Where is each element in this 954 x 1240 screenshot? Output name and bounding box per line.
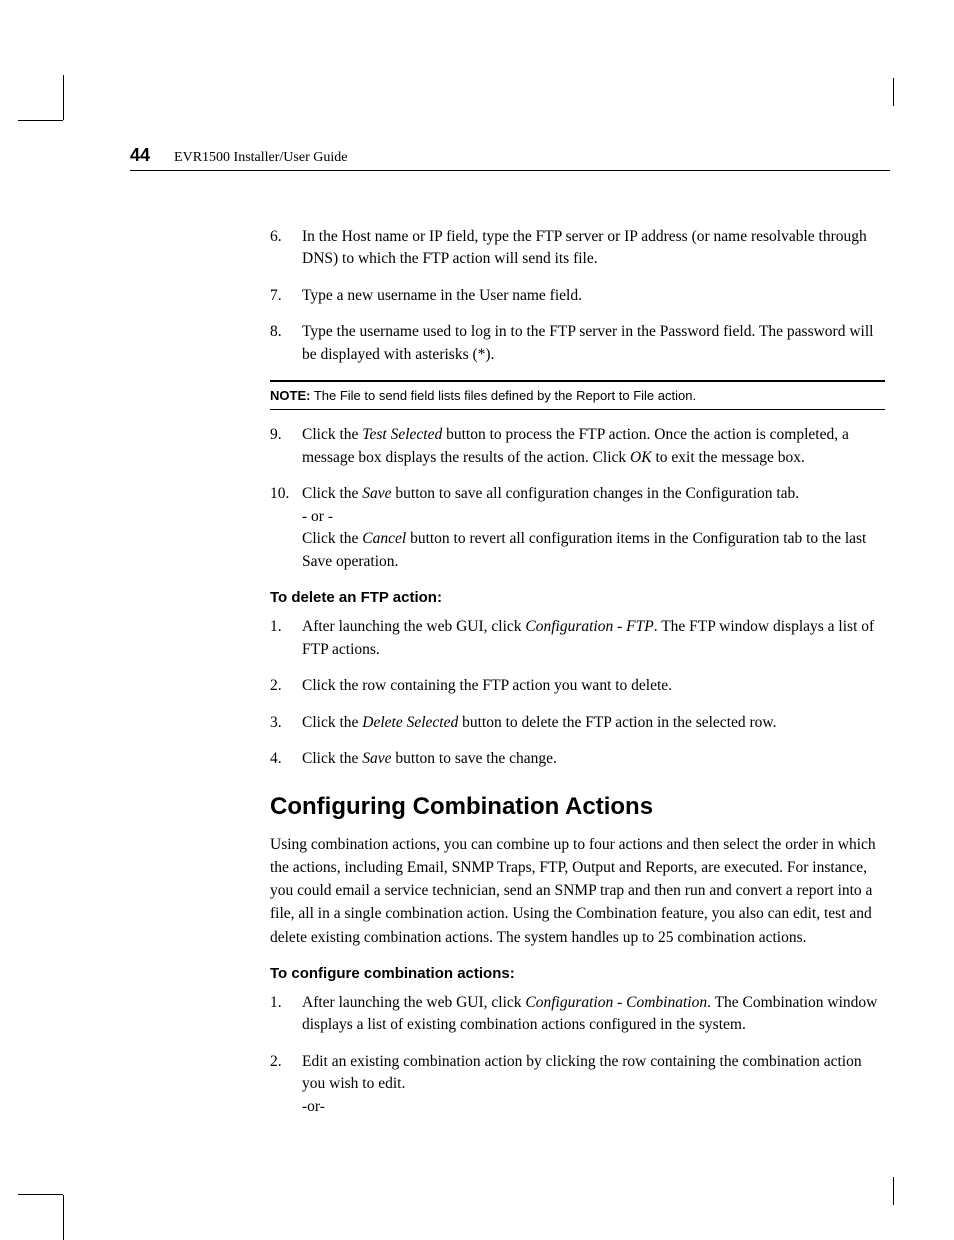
italic-text: Test Selected xyxy=(362,426,442,443)
italic-text: Configuration - FTP xyxy=(525,618,653,635)
item-text: Type the username used to log in to the … xyxy=(302,321,885,366)
numbered-list-4: 1. After launching the web GUI, click Co… xyxy=(270,992,885,1118)
note-label: NOTE: xyxy=(270,388,310,403)
sub-heading-configure-combination: To configure combination actions: xyxy=(270,965,885,982)
numbered-list-2: 9. Click the Test Selected button to pro… xyxy=(270,424,885,573)
text-fragment: to exit the message box. xyxy=(652,449,805,466)
italic-text: Save xyxy=(362,750,391,767)
text-fragment: button to delete the FTP action in the s… xyxy=(458,714,776,731)
item-number: 8. xyxy=(270,321,302,366)
item-text: Click the row containing the FTP action … xyxy=(302,675,885,697)
item-number: 4. xyxy=(270,748,302,770)
item-number: 1. xyxy=(270,616,302,661)
text-fragment: After launching the web GUI, click xyxy=(302,618,525,635)
text-fragment: Click the xyxy=(302,750,362,767)
or-separator: -or- xyxy=(302,1098,325,1115)
crop-mark xyxy=(18,120,63,121)
text-fragment: Click the xyxy=(302,530,362,547)
page-number: 44 xyxy=(130,145,150,166)
item-text: Click the Test Selected button to proces… xyxy=(302,424,885,469)
item-number: 7. xyxy=(270,285,302,307)
text-fragment: Click the xyxy=(302,714,362,731)
header-title: EVR1500 Installer/User Guide xyxy=(174,150,347,166)
text-fragment: Click the xyxy=(302,426,362,443)
list-item: 1. After launching the web GUI, click Co… xyxy=(270,616,885,661)
note-text: The File to send field lists files defin… xyxy=(310,388,696,403)
item-number: 2. xyxy=(270,675,302,697)
page-header: 44 EVR1500 Installer/User Guide xyxy=(130,145,890,171)
numbered-list-3: 1. After launching the web GUI, click Co… xyxy=(270,616,885,770)
item-text: Edit an existing combination action by c… xyxy=(302,1051,885,1118)
italic-text: Cancel xyxy=(362,530,406,547)
item-text: Click the Save button to save the change… xyxy=(302,748,885,770)
text-fragment: button to save the change. xyxy=(392,750,557,767)
item-number: 2. xyxy=(270,1051,302,1118)
item-number: 1. xyxy=(270,992,302,1037)
or-separator: - or - xyxy=(302,508,333,525)
list-item: 9. Click the Test Selected button to pro… xyxy=(270,424,885,469)
note-box: NOTE: The File to send field lists files… xyxy=(270,380,885,410)
item-text: In the Host name or IP field, type the F… xyxy=(302,226,885,271)
crop-mark xyxy=(18,1194,63,1195)
item-text: Type a new username in the User name fie… xyxy=(302,285,885,307)
list-item: 6. In the Host name or IP field, type th… xyxy=(270,226,885,271)
list-item: 10. Click the Save button to save all co… xyxy=(270,483,885,573)
crop-mark xyxy=(893,1177,894,1205)
list-item: 7. Type a new username in the User name … xyxy=(270,285,885,307)
list-item: 4. Click the Save button to save the cha… xyxy=(270,748,885,770)
crop-mark xyxy=(63,75,64,120)
crop-mark xyxy=(63,1195,64,1240)
list-item: 3. Click the Delete Selected button to d… xyxy=(270,712,885,734)
text-fragment: Edit an existing combination action by c… xyxy=(302,1053,862,1092)
italic-text: Configuration - Combination xyxy=(525,994,707,1011)
italic-text: Delete Selected xyxy=(362,714,458,731)
page-content: 44 EVR1500 Installer/User Guide 6. In th… xyxy=(130,145,890,1132)
text-fragment: After launching the web GUI, click xyxy=(302,994,525,1011)
list-item: 1. After launching the web GUI, click Co… xyxy=(270,992,885,1037)
item-text: Click the Delete Selected button to dele… xyxy=(302,712,885,734)
item-text: After launching the web GUI, click Confi… xyxy=(302,616,885,661)
text-fragment: button to save all configuration changes… xyxy=(392,485,800,502)
section-heading: Configuring Combination Actions xyxy=(270,793,885,821)
item-text: After launching the web GUI, click Confi… xyxy=(302,992,885,1037)
italic-text: OK xyxy=(630,449,652,466)
item-number: 9. xyxy=(270,424,302,469)
item-text: Click the Save button to save all config… xyxy=(302,483,885,573)
section-paragraph: Using combination actions, you can combi… xyxy=(270,833,885,949)
item-number: 10. xyxy=(270,483,302,573)
list-item: 2. Edit an existing combination action b… xyxy=(270,1051,885,1118)
item-number: 3. xyxy=(270,712,302,734)
text-fragment: Click the xyxy=(302,485,362,502)
list-item: 2. Click the row containing the FTP acti… xyxy=(270,675,885,697)
sub-heading-delete-ftp: To delete an FTP action: xyxy=(270,589,885,606)
item-number: 6. xyxy=(270,226,302,271)
numbered-list-1: 6. In the Host name or IP field, type th… xyxy=(270,226,885,366)
main-content: 6. In the Host name or IP field, type th… xyxy=(270,226,885,1118)
crop-mark xyxy=(893,78,894,106)
list-item: 8. Type the username used to log in to t… xyxy=(270,321,885,366)
italic-text: Save xyxy=(362,485,391,502)
